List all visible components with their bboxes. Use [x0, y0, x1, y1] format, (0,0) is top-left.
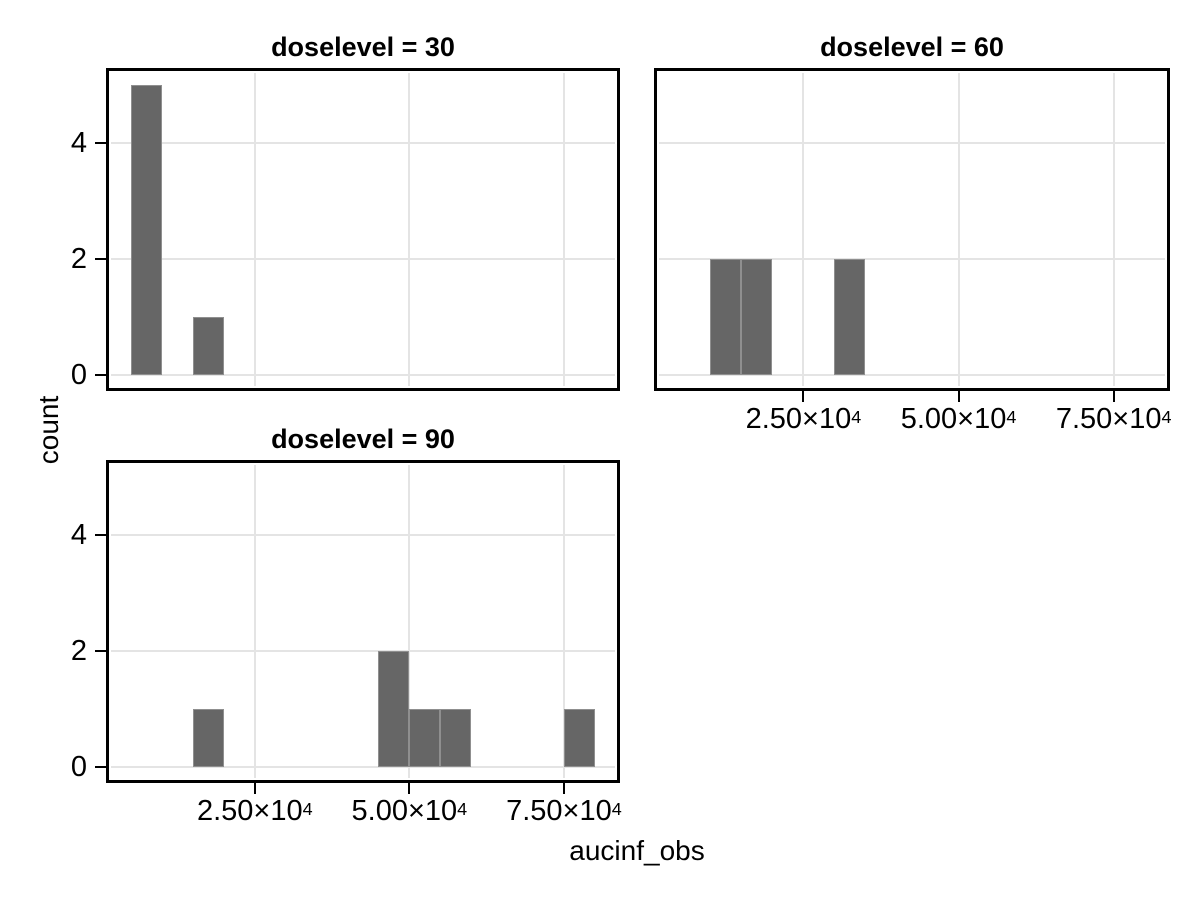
x-axis-tick: [562, 783, 565, 794]
facet-title: doselevel = 90: [271, 424, 455, 454]
x-tick-base: 7.50×10: [1055, 402, 1162, 435]
x-tick-exponent: 4: [611, 799, 622, 819]
gridline-horizontal: [111, 649, 615, 652]
x-tick-base: 5.00×10: [351, 794, 458, 827]
histogram-bar: [710, 258, 742, 375]
x-axis-tick: [802, 391, 805, 402]
facet-panel: [654, 68, 1170, 391]
y-tick-label: 0: [70, 358, 87, 391]
gridline-horizontal: [111, 533, 615, 536]
y-axis-tick: [95, 373, 106, 376]
y-axis-label: count: [33, 395, 64, 465]
gridline-vertical: [253, 465, 256, 778]
gridline-horizontal: [659, 373, 1165, 376]
x-tick-label: 5.00×104: [869, 402, 1049, 434]
histogram-bar: [741, 258, 773, 375]
gridline-vertical: [562, 73, 565, 386]
y-axis-tick: [95, 649, 106, 652]
y-tick-label: 0: [70, 750, 87, 783]
gridline-vertical: [408, 73, 411, 386]
gridline-horizontal: [111, 765, 615, 768]
facet-title: doselevel = 60: [820, 32, 1004, 62]
gridline-vertical: [562, 465, 565, 778]
facet-title: doselevel = 30: [271, 32, 455, 62]
histogram-bar: [131, 84, 163, 375]
y-tick-label: 4: [70, 518, 87, 551]
gridline-horizontal: [659, 257, 1165, 260]
histogram-bar: [409, 708, 441, 767]
x-tick-label: 5.00×104: [319, 794, 499, 826]
y-axis-tick: [95, 141, 106, 144]
x-tick-base: 2.50×10: [745, 402, 852, 435]
x-tick-base: 2.50×10: [196, 794, 303, 827]
x-tick-exponent: 4: [302, 799, 313, 819]
x-tick-base: 5.00×10: [900, 402, 1007, 435]
x-axis-tick: [957, 391, 960, 402]
gridline-horizontal: [659, 141, 1165, 144]
x-tick-exponent: 4: [851, 407, 862, 427]
x-axis-tick: [1112, 391, 1115, 402]
histogram-bar: [834, 258, 866, 375]
y-tick-label: 4: [70, 126, 87, 159]
x-tick-base: 7.50×10: [506, 794, 612, 827]
y-tick-label: 2: [70, 242, 87, 275]
y-axis-tick: [95, 533, 106, 536]
histogram-bar: [378, 650, 410, 767]
y-axis-tick: [95, 257, 106, 260]
x-tick-exponent: 4: [1161, 407, 1172, 427]
x-tick-label: 7.50×104: [1024, 402, 1200, 434]
gridline-horizontal: [111, 373, 615, 376]
x-tick-label: 7.50×104: [474, 794, 654, 826]
gridline-vertical: [802, 73, 805, 386]
gridline-vertical: [408, 465, 411, 778]
gridline-horizontal: [111, 141, 615, 144]
histogram-bar: [193, 708, 224, 767]
histogram-bar: [193, 316, 224, 375]
gridline-vertical: [1112, 73, 1115, 386]
facet-panel: [106, 68, 620, 391]
gridline-vertical: [253, 73, 256, 386]
x-axis-label: aucinf_obs: [569, 835, 705, 866]
x-tick-label: 2.50×104: [713, 402, 893, 434]
histogram-bar: [440, 708, 472, 767]
y-axis-tick: [95, 765, 106, 768]
gridline-vertical: [957, 73, 960, 386]
x-tick-exponent: 4: [1006, 407, 1017, 427]
x-tick-label: 2.50×104: [165, 794, 345, 826]
histogram-bar: [563, 708, 595, 767]
x-axis-tick: [408, 783, 411, 794]
x-tick-exponent: 4: [457, 799, 468, 819]
y-tick-label: 2: [70, 634, 87, 667]
facet-panel: [106, 460, 620, 783]
gridline-horizontal: [111, 257, 615, 260]
x-axis-tick: [253, 783, 256, 794]
